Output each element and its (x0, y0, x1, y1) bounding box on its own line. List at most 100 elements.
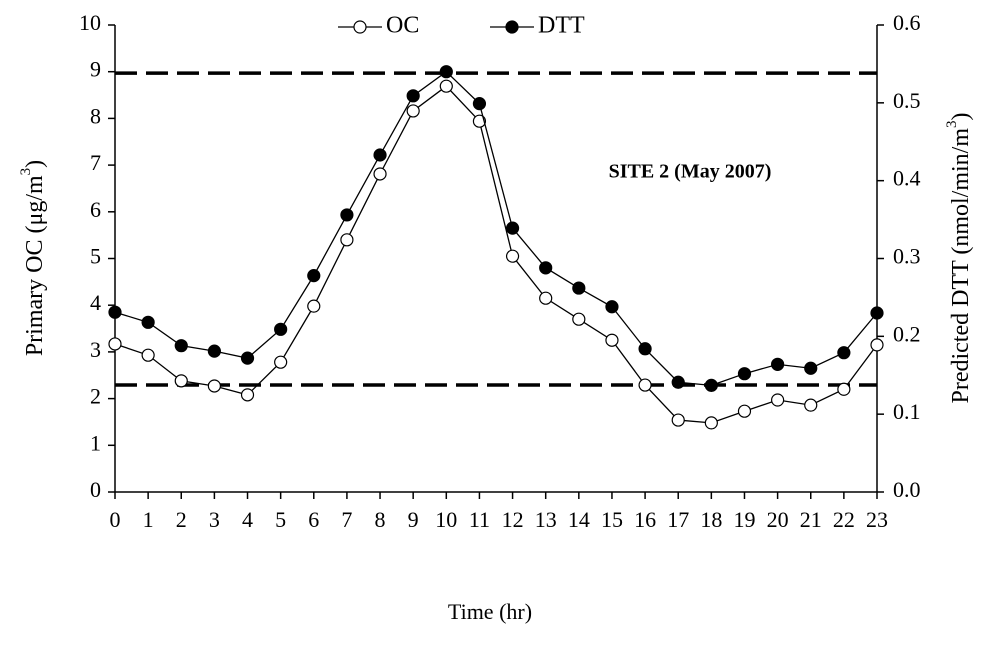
x-tick-label: 13 (535, 507, 557, 532)
data-point (240, 351, 255, 365)
series-line (114, 85, 878, 424)
data-point (274, 322, 288, 336)
data-point (771, 357, 785, 371)
data-point (737, 367, 752, 381)
data-point (572, 312, 586, 326)
data-point (340, 208, 354, 222)
x-tick-label: 2 (176, 507, 187, 532)
data-point (307, 269, 321, 283)
data-point (439, 79, 453, 93)
y-label-main: Primary OC (μg/m (22, 175, 48, 356)
x-tick-label: 20 (767, 507, 789, 532)
y2-tick-label: 0.5 (893, 88, 921, 113)
x-tick-label: 6 (308, 507, 319, 532)
data-point (108, 305, 122, 319)
legend-marker (353, 20, 367, 34)
y-tick-label: 2 (90, 384, 101, 409)
data-point (406, 89, 420, 103)
y2-label-main: Predicted DTT (nmol/min/m (948, 128, 974, 404)
data-point (274, 355, 288, 369)
y-tick-label: 8 (90, 103, 101, 128)
legend-marker (505, 20, 519, 34)
x-tick-label: 1 (143, 507, 154, 532)
data-point (539, 291, 553, 305)
data-point (605, 300, 619, 314)
data-point (837, 346, 851, 360)
x-tick-label: 19 (733, 507, 755, 532)
y2-label-end: ) (948, 112, 974, 120)
x-tick-label: 8 (375, 507, 386, 532)
y2-tick-label: 0.6 (893, 10, 921, 35)
x-tick-label: 22 (833, 507, 855, 532)
x-tick-label: 17 (667, 507, 689, 532)
y2-tick-label: 0.2 (893, 321, 921, 346)
data-point (472, 97, 487, 111)
x-tick-label: 14 (568, 507, 590, 532)
x-tick-label: 3 (209, 507, 220, 532)
y2-tick-label: 0.4 (893, 166, 921, 191)
data-point (141, 348, 155, 362)
data-point (373, 167, 387, 181)
data-point (439, 65, 453, 79)
data-point (141, 315, 155, 329)
series-line (114, 70, 878, 387)
x-tick-label: 10 (435, 507, 457, 532)
x-tick-label: 23 (866, 507, 888, 532)
data-point (771, 393, 785, 407)
data-point (373, 148, 387, 162)
y-label-end: ) (22, 160, 48, 168)
y-tick-label: 7 (90, 150, 101, 175)
data-point (240, 388, 255, 402)
data-point (704, 416, 718, 430)
y2-tick-label: 0.3 (893, 244, 921, 269)
data-point (638, 342, 652, 356)
data-point (174, 374, 188, 388)
data-point (870, 306, 884, 320)
annotation: SITE 2 (May 2007) (609, 161, 772, 183)
data-point (837, 382, 851, 396)
y-tick-label: 0 (90, 477, 101, 502)
data-point (108, 337, 122, 351)
data-point (207, 379, 221, 393)
x-tick-label: 7 (341, 507, 352, 532)
data-point (472, 114, 487, 128)
data-point (870, 338, 884, 352)
data-point (638, 378, 652, 392)
data-point (804, 398, 818, 412)
x-tick-label: 11 (469, 507, 490, 532)
y-tick-label: 9 (90, 57, 101, 82)
y-tick-label: 4 (90, 290, 101, 315)
y-axis-label: Primary OC (μg/m3) (18, 160, 47, 356)
data-point (340, 233, 354, 247)
legend-label: OC (386, 13, 419, 39)
data-point (505, 249, 520, 263)
data-point (671, 413, 685, 427)
x-tick-label: 21 (800, 507, 822, 532)
y-tick-label: 3 (90, 337, 101, 362)
y2-axis-label: Predicted DTT (nmol/min/m3) (944, 112, 973, 403)
x-tick-label: 16 (634, 507, 656, 532)
data-point (174, 339, 188, 353)
data-point (207, 344, 221, 358)
x-tick-label: 12 (502, 507, 524, 532)
y2-label-sup: 3 (944, 120, 960, 128)
data-point (737, 404, 752, 418)
x-tick-label: 18 (700, 507, 722, 532)
x-tick-label: 9 (408, 507, 419, 532)
data-point (406, 104, 420, 118)
data-point (605, 333, 619, 347)
data-point (572, 281, 586, 295)
data-point (307, 299, 321, 313)
y-tick-label: 1 (90, 430, 101, 455)
data-point (704, 378, 718, 392)
y-label-sup: 3 (18, 168, 34, 176)
data-point (505, 221, 520, 235)
x-tick-label: 15 (601, 507, 623, 532)
y-tick-label: 10 (79, 10, 101, 35)
data-point (671, 375, 685, 389)
y2-tick-label: 0.0 (893, 477, 921, 502)
x-tick-label: 4 (242, 507, 253, 532)
x-axis-label: Time (hr) (448, 599, 532, 624)
legend-label: DTT (538, 13, 585, 39)
